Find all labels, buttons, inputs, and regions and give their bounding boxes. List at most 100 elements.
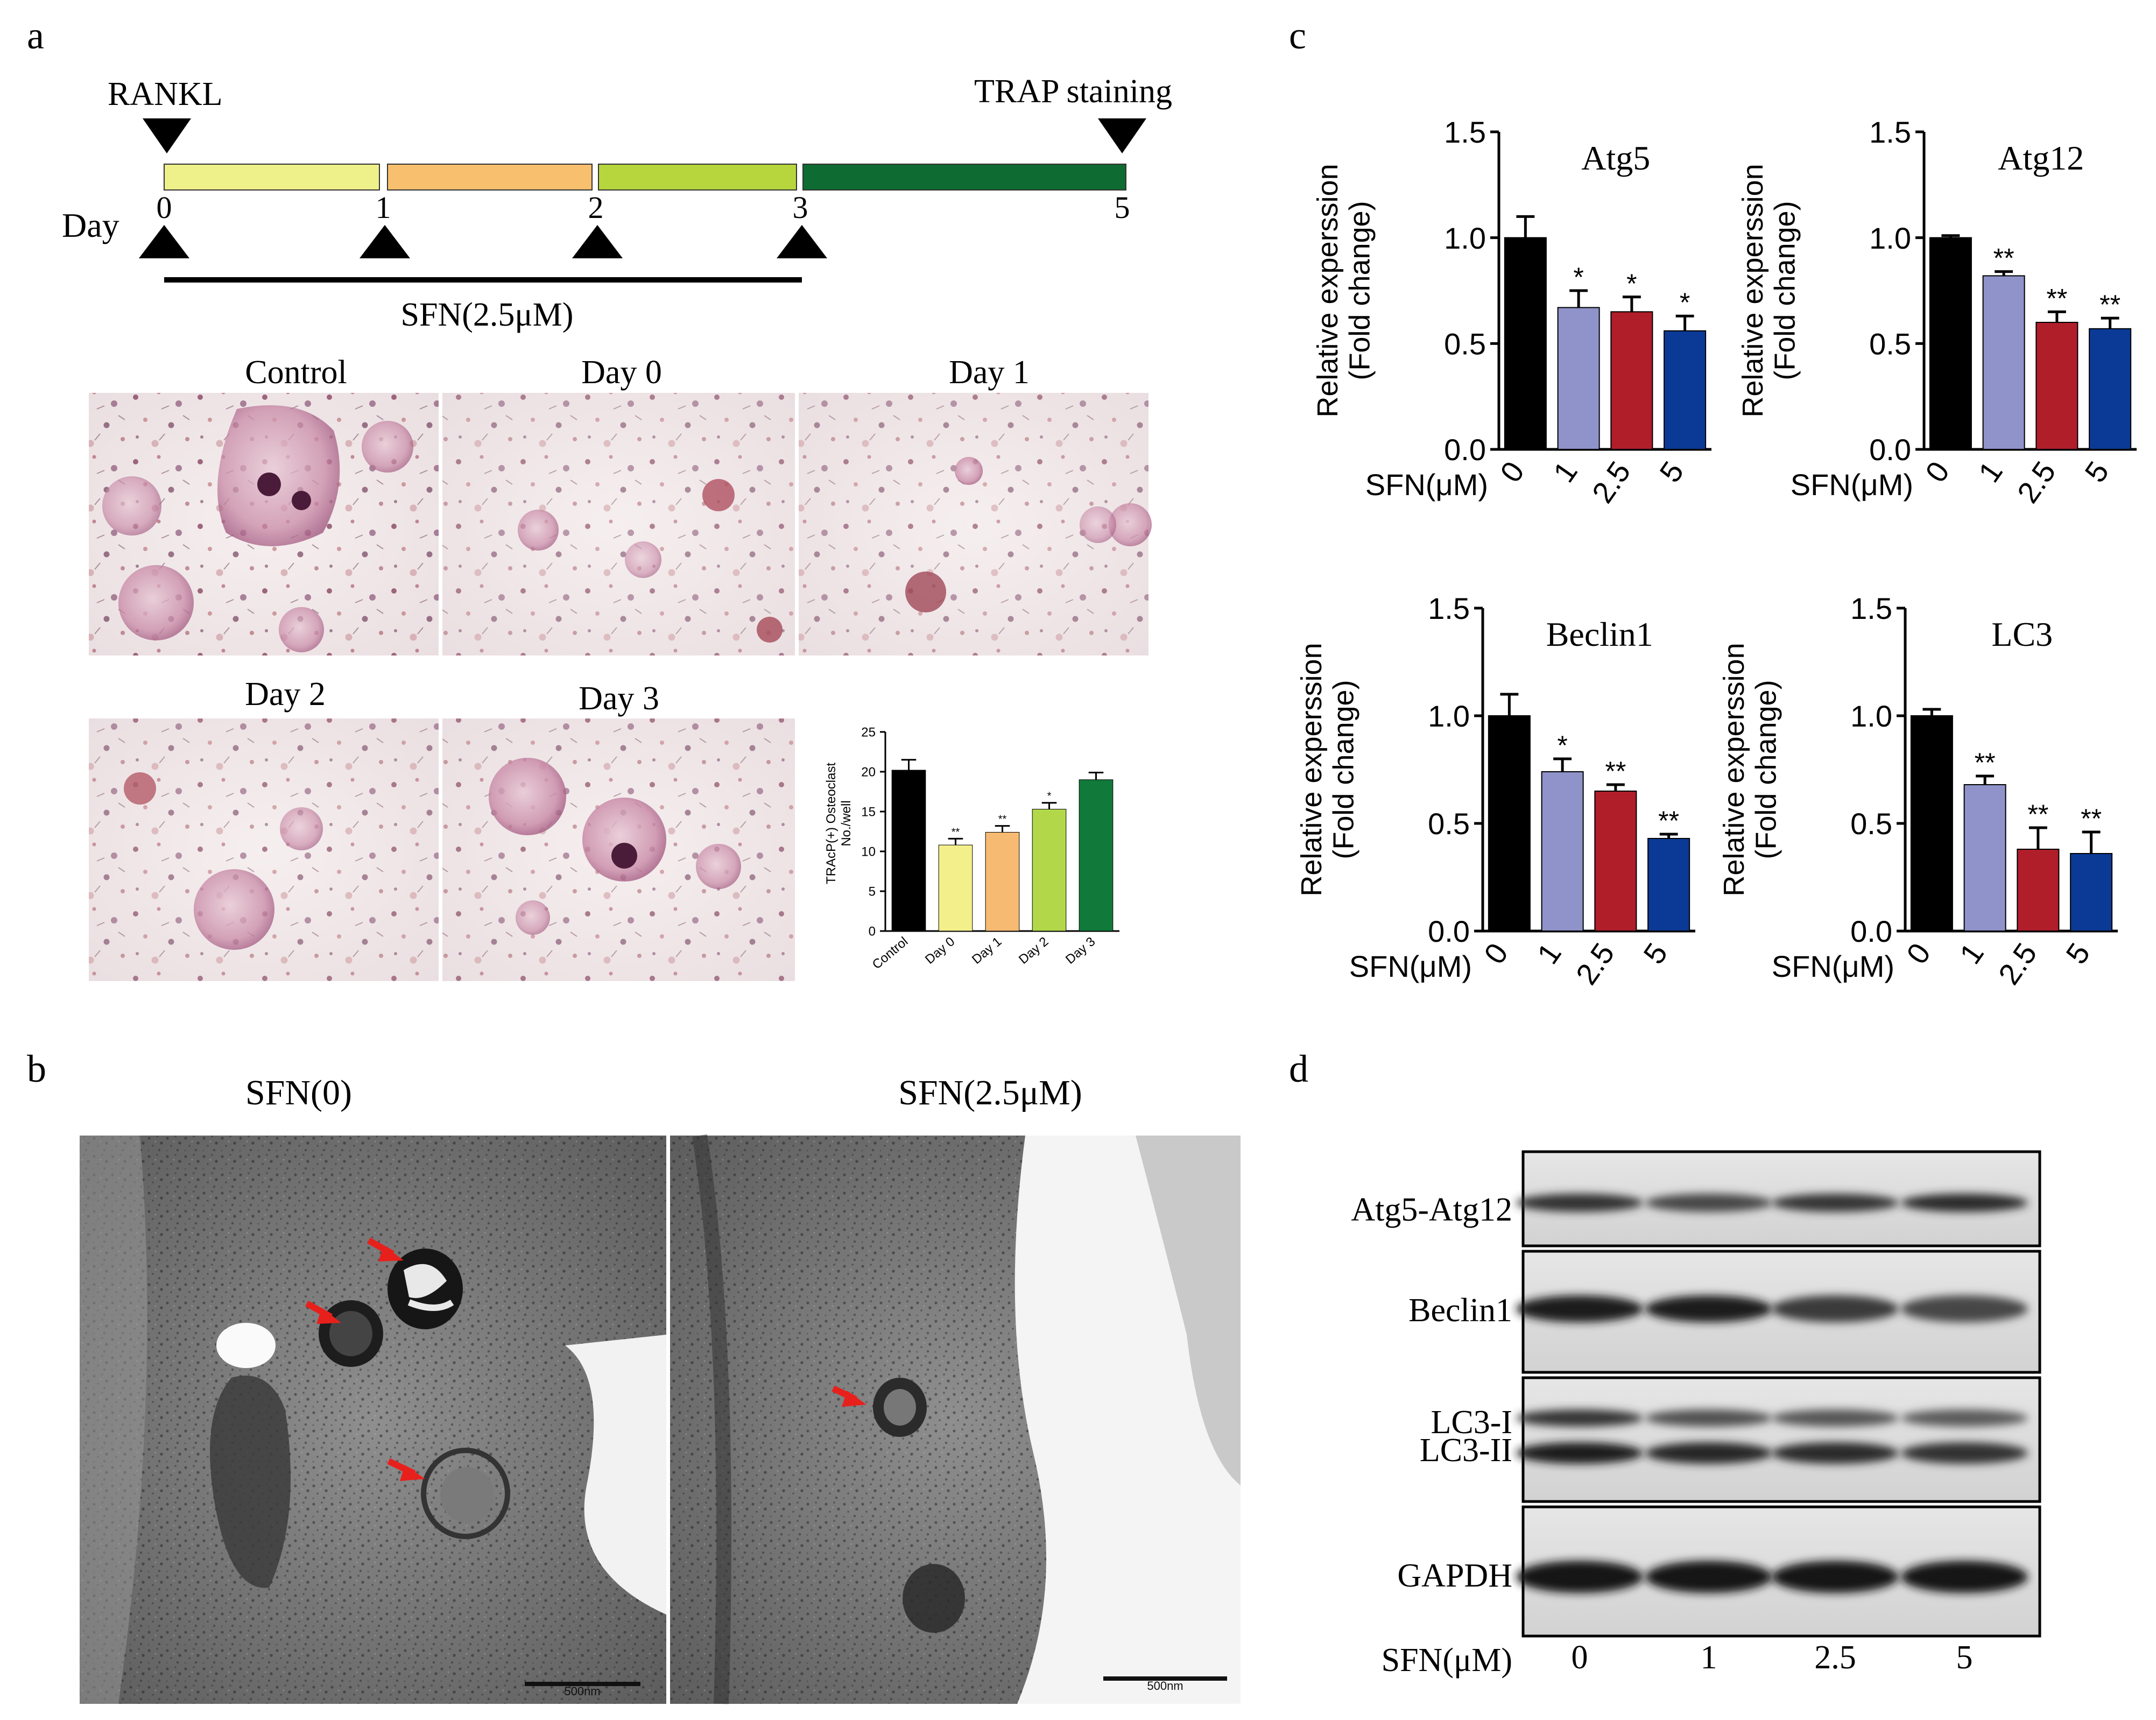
day-tick-0: 0 — [157, 190, 172, 225]
chart-title: LC3 — [1991, 615, 2053, 653]
significance-mark: * — [1573, 262, 1583, 292]
y-tick-label: 20 — [861, 765, 876, 780]
band-label-atg5-atg12: Atg5-Atg12 — [1351, 1192, 1512, 1228]
micrograph-day3 — [442, 718, 795, 981]
bar — [1541, 771, 1584, 932]
significance-mark: ** — [952, 826, 960, 838]
timeline: RANKL TRAP staining Day 0 1 2 3 5 SFN(2.… — [62, 73, 1172, 333]
micrograph-control — [89, 393, 439, 655]
y-tick-label: 1.5 — [1850, 591, 1892, 625]
blot-band — [1901, 1194, 2028, 1212]
y-tick-label: 0.0 — [1869, 433, 1911, 467]
bar — [1079, 779, 1114, 932]
blot-x-title: SFN(μM) — [1382, 1642, 1512, 1679]
bar — [2089, 328, 2132, 450]
micrograph-titles: Control Day 0 Day 1 Day 2 Day 3 — [245, 354, 1030, 717]
chart-title: Atg12 — [1998, 139, 2084, 177]
rankl-label: RANKL — [108, 76, 223, 112]
bar-chart-a-inset: 0 5 10 15 20 25 Control ** Day 0 ** Day 1 * Day 2 Day… — [861, 725, 1119, 972]
significance-mark: ** — [998, 814, 1007, 826]
significance-mark: * — [1680, 287, 1690, 318]
x-tick-label: 1 — [1546, 455, 1583, 489]
x-tick-label: 2.5 — [2010, 455, 2062, 509]
rankl-arrow — [143, 118, 191, 153]
blot-band — [1516, 1442, 1643, 1464]
y-tick-label: 15 — [861, 805, 876, 820]
blot-boxes — [1516, 1150, 2041, 1638]
bar — [1610, 311, 1653, 450]
blot-box — [1516, 1150, 2041, 1247]
timeline-segment-3 — [802, 164, 1126, 191]
western-blot: Atg5-Atg12 Beclin1 LC3-I LC3-II GAPDH SF… — [1351, 1150, 2041, 1679]
bar — [2035, 322, 2079, 450]
micrograph-day0 — [442, 393, 795, 655]
treatment-bar — [164, 277, 802, 283]
y-tick-label: 1.5 — [1428, 591, 1470, 625]
x-tick-label: Day 2 — [1016, 934, 1051, 967]
trap-arrow — [1098, 118, 1146, 153]
blot-lane-3: 5 — [1956, 1639, 1973, 1676]
significance-mark: * — [1047, 791, 1052, 802]
treatment-arrow-2 — [572, 225, 623, 258]
treatment-arrow-3 — [777, 225, 827, 258]
blot-band — [1516, 1194, 1643, 1212]
panel-c-charts: 0.0 0.5 1.0 1.5 0 * 1 * 2.5 * 5 Atg5 Relative expers… — [1295, 115, 2137, 991]
day-tick-3: 3 — [793, 190, 808, 225]
x-tick-label: 1 — [1530, 937, 1567, 970]
timeline-segment-0 — [164, 164, 380, 191]
y-axis-label: Relative experssion — [1718, 643, 1750, 896]
significance-mark: ** — [1658, 806, 1679, 836]
y-axis-label: (Fold change) — [1750, 680, 1782, 859]
x-tick-label: Day 0 — [922, 934, 957, 967]
x-tick-label: 5 — [2078, 455, 2115, 489]
y-tick-label: 1.0 — [1428, 699, 1470, 733]
blot-band — [1645, 1442, 1772, 1464]
x-tick-label: 1 — [1953, 937, 1990, 970]
panel-label-d: d — [1289, 1047, 1308, 1090]
y-axis-label: (Fold change) — [1769, 201, 1801, 380]
micrograph-day2 — [89, 718, 439, 981]
tem-image-control: 500nm — [80, 1136, 666, 1704]
blot-band — [1901, 1295, 2028, 1322]
x-axis-title: SFN(μM) — [1772, 949, 1894, 983]
tem-title-0: SFN(0) — [245, 1073, 352, 1112]
y-tick-label: 0.0 — [1444, 433, 1486, 467]
bar — [2017, 849, 2060, 932]
micrograph-day1 — [799, 393, 1152, 655]
blot-band — [1772, 1409, 1899, 1427]
y-tick-label: 1.5 — [1444, 115, 1486, 149]
y-tick-label: 1.0 — [1869, 221, 1911, 255]
y-axis-label: Relative experssion — [1312, 164, 1344, 417]
blot-lane-2: 2.5 — [1814, 1639, 1856, 1676]
significance-mark: ** — [2046, 283, 2067, 313]
x-tick-label: 0 — [1919, 455, 1956, 489]
significance-mark: ** — [1993, 243, 2014, 273]
timeline-segment-1 — [387, 164, 593, 191]
bar — [1557, 307, 1600, 450]
blot-band — [1772, 1442, 1899, 1464]
blot-band — [1901, 1409, 2028, 1427]
blot-lane-1: 1 — [1701, 1639, 1717, 1676]
day-tick-1: 1 — [376, 190, 391, 225]
band-label-lc3-ii: LC3-II — [1420, 1432, 1512, 1469]
blot-band — [1516, 1561, 1643, 1593]
blot-band — [1901, 1561, 2028, 1593]
y-tick-label: 25 — [861, 725, 876, 740]
x-tick-label: 0 — [1477, 937, 1514, 970]
y-tick-label: 0.5 — [1444, 327, 1486, 361]
x-axis-title: SFN(μM) — [1365, 468, 1488, 502]
blot-band — [1772, 1295, 1899, 1322]
x-tick-label: 5 — [1653, 455, 1690, 489]
blot-box — [1516, 1376, 2041, 1503]
significance-mark: * — [1626, 269, 1637, 299]
bar — [1664, 330, 1707, 450]
bar — [1032, 809, 1067, 932]
chart-title: Beclin1 — [1546, 615, 1653, 653]
x-axis-title: SFN(μM) — [1791, 468, 1913, 502]
significance-mark: * — [1557, 730, 1567, 760]
bar — [1929, 237, 1972, 450]
treatment-arrow-1 — [360, 225, 410, 258]
osteoclast-inset-chart: 0 5 10 15 20 25 Control ** Day 0 ** Day 1 * Day 2 Day… — [824, 725, 1119, 972]
blot-band — [1516, 1295, 1643, 1322]
day-tick-5: 5 — [1115, 190, 1130, 225]
